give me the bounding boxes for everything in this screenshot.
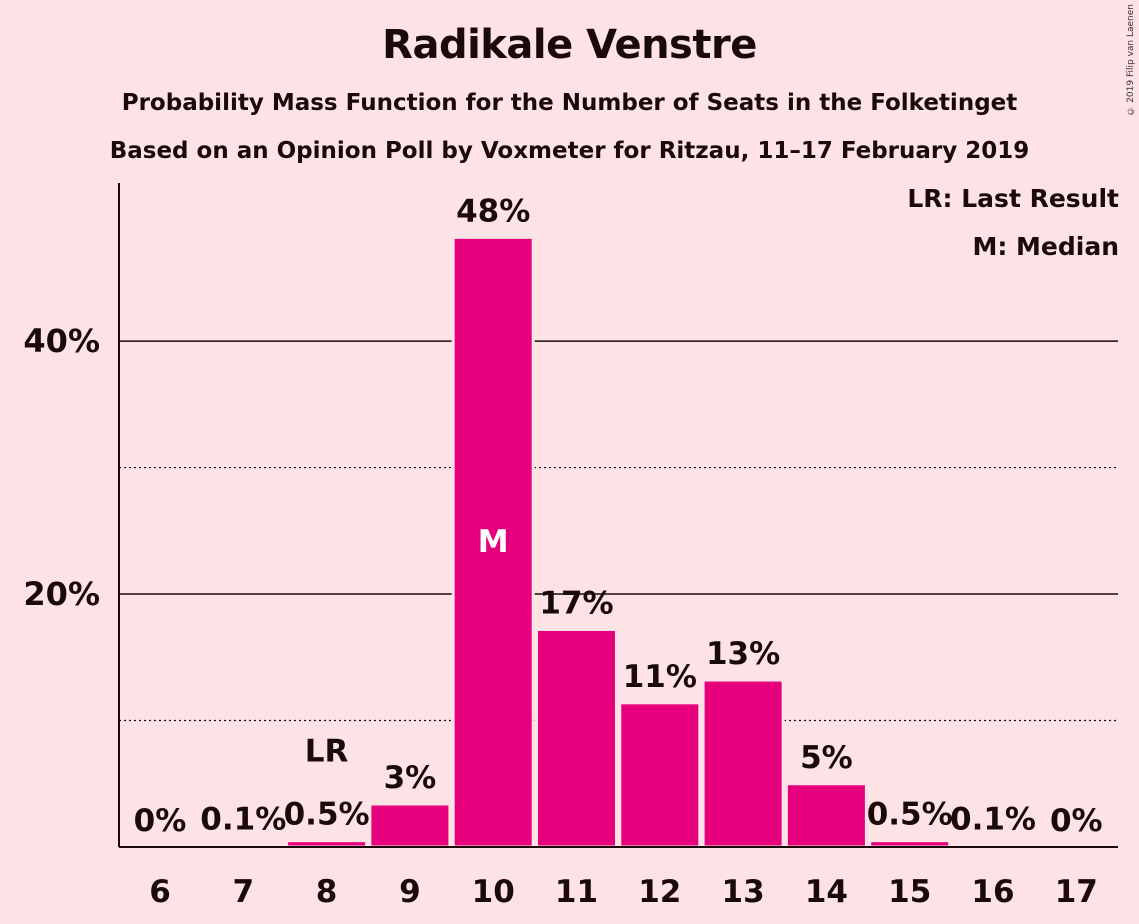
bar-seat-14 xyxy=(784,782,868,849)
data-label: 13% xyxy=(706,636,780,672)
legend-median: M: Median xyxy=(972,232,1119,261)
data-label: 0.5% xyxy=(284,797,370,833)
last-result-marker: LR xyxy=(305,734,349,770)
y-tick-label: 40% xyxy=(23,322,100,360)
legend-last-result: LR: Last Result xyxy=(907,184,1119,213)
x-tick-label: 17 xyxy=(1055,874,1098,910)
x-tick-label: 10 xyxy=(472,874,515,910)
data-label: 3% xyxy=(384,760,437,796)
data-label: 0.1% xyxy=(950,802,1036,838)
data-label: 0.1% xyxy=(200,802,286,838)
bar-seat-11 xyxy=(535,627,618,849)
bar-seat-10 xyxy=(451,235,535,849)
x-tick-label: 14 xyxy=(805,874,848,910)
x-tick-label: 16 xyxy=(971,874,1014,910)
data-label: 0% xyxy=(1050,803,1103,839)
x-tick-label: 7 xyxy=(233,874,255,910)
x-tick-label: 11 xyxy=(555,874,598,910)
x-tick-label: 6 xyxy=(149,874,171,910)
data-label: 17% xyxy=(539,585,613,621)
y-tick-label: 20% xyxy=(23,575,100,613)
chart-subtitle-poll: Based on an Opinion Poll by Voxmeter for… xyxy=(109,138,1030,164)
x-tick-label: 15 xyxy=(888,874,931,910)
chart-title: Radikale Venstre xyxy=(382,22,757,68)
x-tick-label: 12 xyxy=(638,874,681,910)
data-label: 0% xyxy=(134,803,187,839)
data-label: 5% xyxy=(800,740,853,776)
chart-subtitle: Probability Mass Function for the Number… xyxy=(121,90,1018,116)
x-tick-label: 13 xyxy=(722,874,765,910)
median-marker: M xyxy=(478,524,509,560)
bar-seat-12 xyxy=(618,701,702,849)
bar-seat-9 xyxy=(368,802,452,849)
x-tick-label: 8 xyxy=(316,874,338,910)
x-tick-label: 9 xyxy=(399,874,421,910)
bar-seat-13 xyxy=(701,678,785,849)
data-label: 48% xyxy=(456,193,530,229)
data-label: 11% xyxy=(623,659,697,695)
data-label: 0.5% xyxy=(867,797,953,833)
